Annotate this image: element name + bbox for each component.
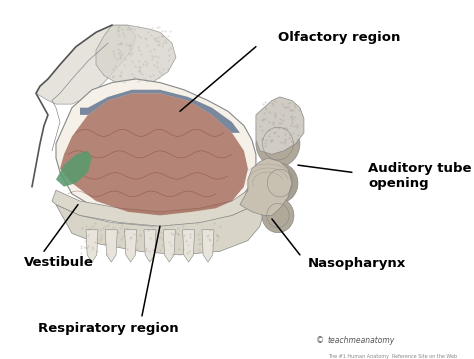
Text: Respiratory region: Respiratory region [37, 322, 178, 335]
Polygon shape [256, 97, 304, 154]
Polygon shape [240, 158, 292, 215]
Text: The #1 Human Anatomy  Reference Site on the Web: The #1 Human Anatomy Reference Site on t… [328, 354, 457, 359]
Text: teachmeanatomy: teachmeanatomy [328, 336, 395, 345]
Ellipse shape [256, 120, 300, 167]
Polygon shape [80, 90, 240, 133]
Polygon shape [202, 230, 214, 262]
Polygon shape [60, 93, 248, 215]
Polygon shape [56, 79, 256, 219]
Polygon shape [125, 230, 137, 262]
Polygon shape [144, 230, 156, 262]
Polygon shape [105, 230, 117, 262]
Polygon shape [36, 25, 136, 104]
Text: Auditory tube
opening: Auditory tube opening [368, 162, 472, 190]
Text: ©: © [316, 336, 324, 345]
Polygon shape [182, 230, 195, 262]
Polygon shape [163, 230, 175, 262]
Text: Olfactory region: Olfactory region [278, 31, 401, 44]
Text: Nasopharynx: Nasopharynx [308, 257, 406, 270]
Ellipse shape [262, 163, 298, 203]
Polygon shape [52, 172, 268, 226]
Text: Vestibule: Vestibule [24, 256, 94, 269]
Polygon shape [56, 205, 264, 255]
Polygon shape [56, 151, 92, 187]
Polygon shape [96, 25, 176, 86]
Ellipse shape [262, 198, 294, 233]
Polygon shape [86, 230, 98, 262]
